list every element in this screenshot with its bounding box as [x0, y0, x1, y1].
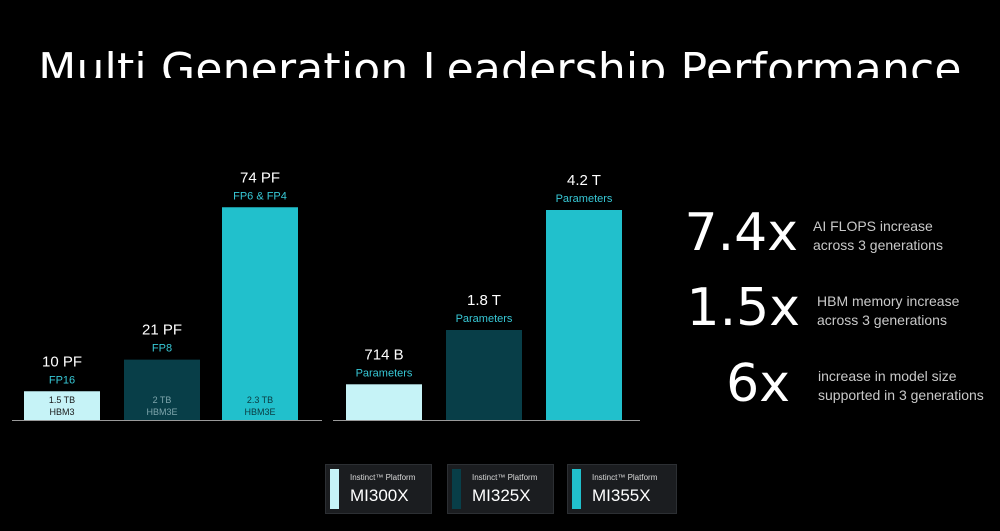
data-label-value: 714 B: [364, 346, 403, 363]
stat-line1: HBM memory increase: [817, 293, 960, 309]
stat-model-size: 6x increase in model size supported in 3…: [700, 358, 995, 414]
stat-line1: AI FLOPS increase: [813, 218, 933, 234]
legend-sub: Instinct™ Platform: [472, 473, 538, 482]
legend-swatch: [330, 469, 339, 509]
bar-flops-mi355x: [222, 207, 298, 420]
stat-line2: supported in 3 generations: [818, 387, 984, 403]
bar-params-mi355x: [546, 210, 622, 420]
bar-params-mi325x: [446, 330, 522, 420]
data-label-sub: FP8: [152, 343, 172, 355]
data-label-sub: Parameters: [456, 313, 513, 325]
bar-params-mi300x: [346, 384, 422, 420]
stat-value: 1.5x: [686, 278, 800, 338]
legend-swatch: [572, 469, 581, 509]
stat-line1: increase in model size: [818, 368, 957, 384]
data-label-value: 21 PF: [142, 322, 182, 339]
data-label-sub: Parameters: [556, 193, 613, 205]
legend-item-mi355x: Instinct™ Platform MI355X: [567, 464, 677, 514]
data-label-value: 1.8 T: [467, 292, 501, 309]
stat-value: 7.4x: [684, 203, 798, 263]
legend-name: MI300X: [350, 486, 409, 505]
stat-line2: across 3 generations: [817, 312, 947, 328]
stat-hbm-memory: 1.5x HBM memory increase across 3 genera…: [687, 282, 980, 338]
stat-ai-flops: 7.4x AI FLOPS increase across 3 generati…: [685, 207, 960, 263]
bar-memory-size: 2.3 TB: [247, 395, 273, 405]
legend-name: MI355X: [592, 486, 651, 505]
bar-memory-type: HBM3: [49, 407, 74, 417]
legend-item-mi300x: Instinct™ Platform MI300X: [325, 464, 432, 514]
legend-swatch: [452, 469, 461, 509]
stat-line2: across 3 generations: [813, 237, 943, 253]
bar-flops-mi325x: [124, 359, 200, 420]
legend-sub: Instinct™ Platform: [592, 473, 658, 482]
legend-sub: Instinct™ Platform: [350, 473, 416, 482]
stat-value: 6x: [726, 354, 790, 414]
legend-item-mi325x: Instinct™ Platform MI325X: [447, 464, 554, 514]
page-title: Multi Generation Leadership Performance: [38, 44, 962, 78]
data-label-value: 10 PF: [42, 353, 82, 370]
bar-memory-size: 2 TB: [153, 395, 172, 405]
data-label-value: 4.2 T: [567, 172, 601, 189]
data-label-value: 74 PF: [240, 169, 280, 186]
legend-name: MI325X: [472, 486, 531, 505]
data-label-sub: Parameters: [356, 367, 413, 379]
bar-memory-size: 1.5 TB: [49, 395, 75, 405]
data-label-sub: FP16: [49, 374, 75, 386]
bar-flops-mi300x: [24, 391, 100, 420]
data-label-sub: FP6 & FP4: [233, 190, 287, 202]
bar-memory-type: HBM3E: [244, 407, 275, 417]
bar-memory-type: HBM3E: [146, 407, 177, 417]
